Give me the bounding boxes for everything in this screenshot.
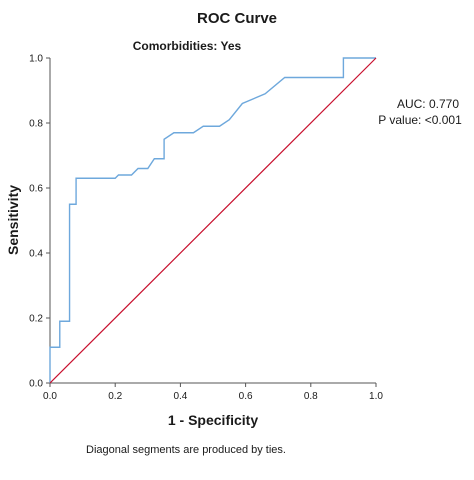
y-tick-label: 0.8 [29,119,43,130]
x-tick-label: 0.8 [304,391,318,402]
x-tick-label: 1.0 [369,391,383,402]
auc-annotation: AUC: 0.770 [397,97,459,111]
y-axis-label: Sensitivity [5,185,21,255]
x-tick-label: 0.0 [43,391,57,402]
x-tick-label: 0.4 [173,391,187,402]
chart-title: ROC Curve [197,10,277,27]
y-tick-label: 0.6 [29,184,43,195]
roc-curve-line [49,57,376,383]
y-tick-label: 0.0 [29,379,43,390]
x-tick-label: 0.6 [239,391,253,402]
plot-area: 0.0 0.2 0.4 0.6 0.8 1.0 0.0 0.2 0.4 0.6 0.8 1.0 [29,54,383,403]
footnote: Diagonal segments are produced by ties. [86,444,286,456]
x-axis-label: 1 - Specificity [168,412,258,428]
chart-subtitle: Comorbidities: Yes [133,39,242,53]
y-tick-label: 0.2 [29,314,43,325]
reference-diagonal-line [49,57,377,384]
y-tick-label: 1.0 [29,54,43,65]
y-tick-label: 0.4 [29,249,43,260]
p-value-annotation: P value: <0.001 [378,113,462,127]
x-tick-label: 0.2 [108,391,122,402]
